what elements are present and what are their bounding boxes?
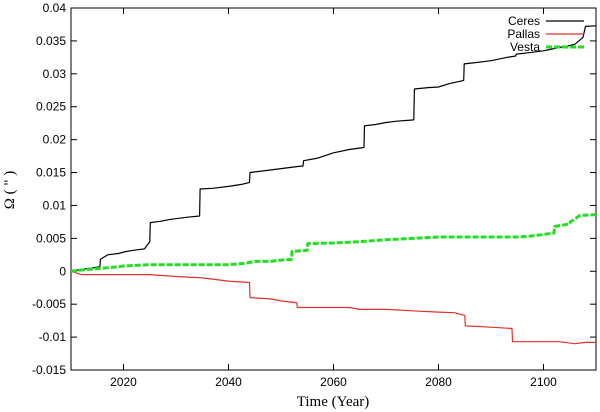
legend-label-vesta: Vesta — [510, 40, 540, 54]
y-tick-label: 0.01 — [43, 198, 67, 212]
legend-label-pallas: Pallas — [507, 27, 540, 41]
y-tick-label: 0 — [59, 264, 66, 278]
series-lines — [70, 25, 597, 345]
series-line-vesta — [70, 213, 597, 273]
y-tick-label: 0.015 — [36, 166, 66, 180]
y-tick-label: 0.025 — [36, 100, 66, 114]
y-tick-label: 0.005 — [36, 231, 66, 245]
y-tick-label: -0.005 — [32, 297, 66, 311]
series-line-pallas — [70, 270, 596, 345]
x-tick-label: 2080 — [425, 375, 452, 389]
axis-ticks: -0.015 -0.01 -0.005 0 0.005 0.01 0.015 0.02 0.02… — [32, 1, 596, 389]
y-tick-label: 0.04 — [43, 1, 67, 15]
y-tick-label: 0.02 — [43, 133, 67, 147]
x-tick-label: 2060 — [320, 375, 347, 389]
y-tick-label: -0.01 — [39, 330, 67, 344]
y-tick-label: -0.015 — [32, 363, 66, 377]
x-axis-title: Time (Year) — [297, 394, 370, 410]
y-tick-label: 0.035 — [36, 34, 66, 48]
series-line-ceres — [70, 25, 597, 272]
plot-frame — [70, 7, 597, 371]
y-axis-title: Ω ( " ) — [2, 171, 18, 210]
x-tick-label: 2040 — [215, 375, 242, 389]
x-tick-label: 2020 — [110, 375, 137, 389]
x-tick-label: 2100 — [530, 375, 557, 389]
y-tick-label: 0.03 — [43, 67, 67, 81]
legend-label-ceres: Ceres — [508, 14, 540, 28]
